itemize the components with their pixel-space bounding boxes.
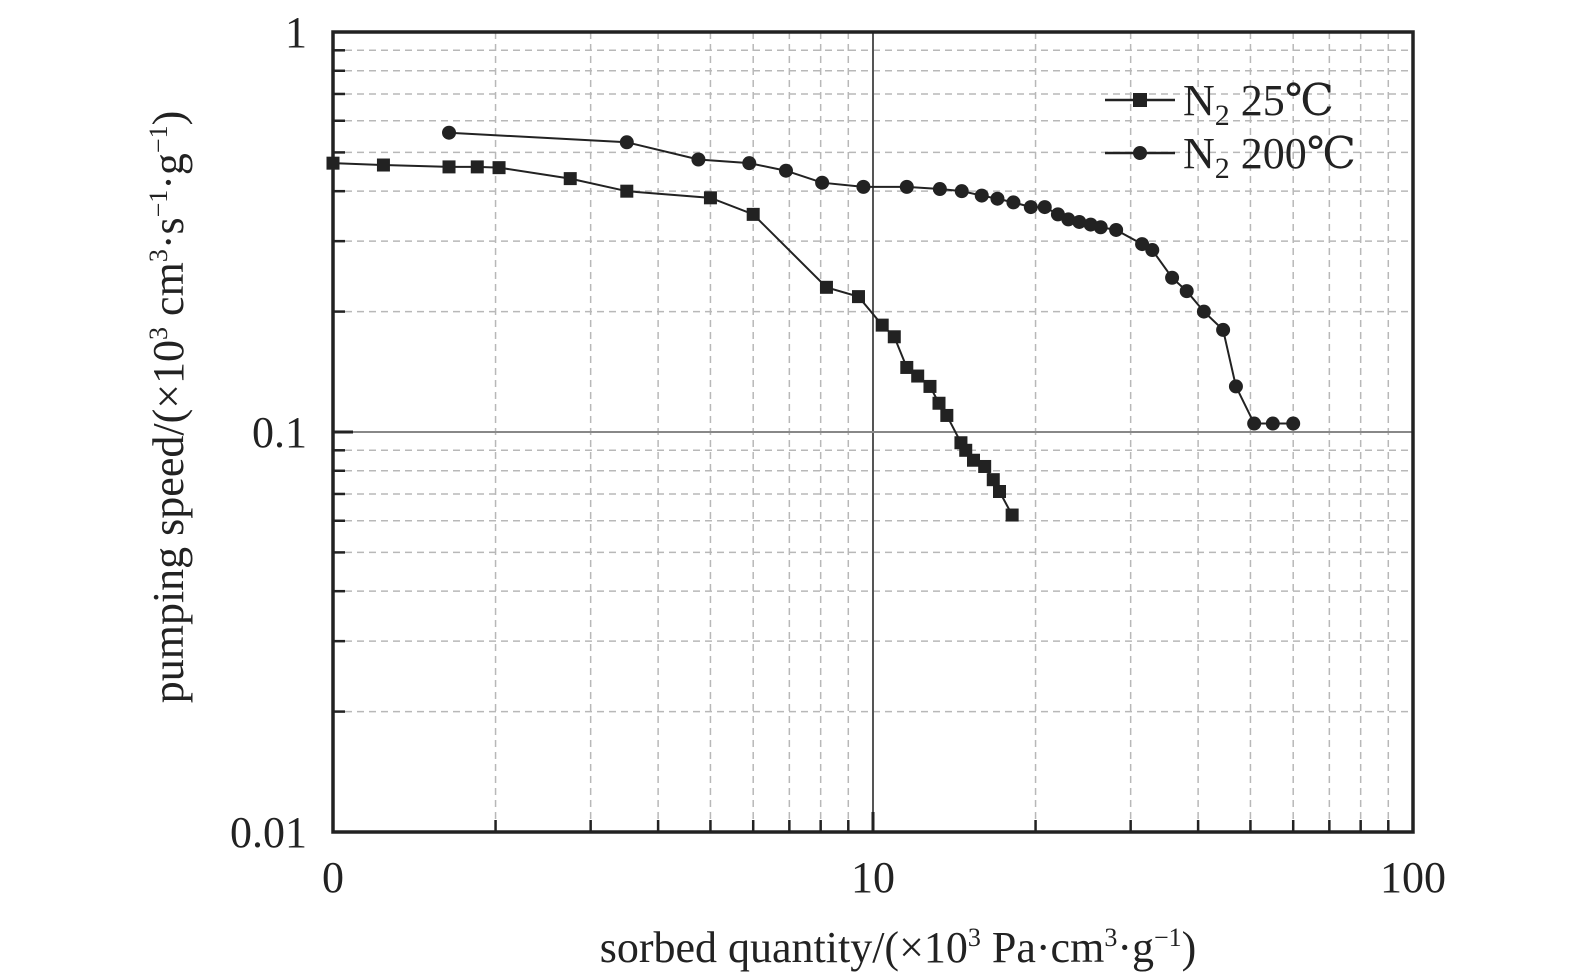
data-point-circle	[1093, 220, 1108, 235]
data-point-circle	[742, 156, 757, 171]
y-tick-label: 0.1	[252, 408, 307, 457]
legend-item-n2-200c: N2 200℃	[1105, 129, 1356, 185]
data-point-square	[703, 191, 717, 205]
legend-label-n2-200c: N2 200℃	[1183, 129, 1356, 185]
x-axis-label: sorbed quantity/(×103 Pa·cm3·g−1)	[600, 923, 1197, 972]
data-point-square	[620, 184, 634, 198]
data-point-square	[923, 379, 937, 393]
data-point-circle	[856, 179, 871, 194]
legend-item-n2-25c: N2 25℃	[1105, 76, 1334, 132]
data-point-square	[470, 160, 484, 174]
data-point-circle	[1037, 200, 1052, 215]
data-point-circle	[1006, 195, 1021, 210]
data-point-square	[563, 172, 577, 186]
x-tick-label: 10	[851, 853, 895, 902]
data-point-square	[986, 473, 1000, 487]
data-point-circle	[899, 179, 914, 194]
data-point-square	[900, 360, 914, 374]
x-tick-label: 0	[322, 853, 344, 902]
data-point-square	[492, 161, 506, 175]
data-point-circle	[954, 184, 969, 199]
y-tick-label: 0.01	[230, 808, 307, 857]
data-point-square	[993, 484, 1007, 498]
data-point-circle	[778, 163, 793, 178]
data-point-circle	[691, 152, 706, 167]
series-layer	[326, 125, 1301, 522]
data-point-circle	[1216, 322, 1231, 337]
data-point-square	[966, 453, 980, 467]
data-point-circle	[1265, 416, 1280, 431]
data-point-circle	[442, 125, 457, 140]
data-point-circle	[1050, 207, 1065, 222]
data-point-square	[940, 408, 954, 422]
data-point-circle	[1072, 214, 1087, 229]
data-point-square	[851, 290, 865, 304]
data-point-circle	[1247, 416, 1262, 431]
data-point-square	[959, 443, 973, 457]
data-point-circle	[619, 135, 634, 150]
data-point-circle	[990, 191, 1005, 206]
data-point-circle	[1023, 200, 1038, 215]
legend-circle-marker	[1133, 146, 1147, 160]
data-point-square	[875, 318, 889, 332]
legend-square-marker	[1133, 93, 1147, 107]
y-tick-label: 1	[285, 8, 307, 57]
data-point-circle	[1286, 416, 1301, 431]
data-point-circle	[932, 182, 947, 197]
x-tick-label: 100	[1380, 853, 1446, 902]
series-line	[332, 162, 1014, 516]
series-1	[442, 125, 1301, 431]
data-point-circle	[974, 188, 989, 203]
legend: N2 25℃ N2 200℃	[1105, 76, 1356, 185]
axis-ticks	[331, 30, 1415, 834]
data-point-square	[887, 330, 901, 344]
data-point-circle	[1165, 270, 1180, 285]
data-point-square	[746, 207, 760, 221]
data-point-circle	[1109, 222, 1124, 237]
legend-label-n2-25c: N2 25℃	[1183, 76, 1334, 132]
data-point-square	[932, 396, 946, 410]
data-point-circle	[1179, 284, 1194, 299]
y-axis-label: pumping speed/(×103 cm3·s−1·g−1)	[144, 111, 193, 704]
data-point-square	[819, 280, 833, 294]
data-point-circle	[1196, 304, 1211, 319]
tick-labels: 0 10 100 1 0.1 0.01	[230, 8, 1446, 902]
reference-lines	[333, 32, 1413, 832]
series-0	[326, 156, 1019, 522]
data-point-square	[978, 459, 992, 473]
data-point-square	[911, 369, 925, 383]
data-point-circle	[1145, 243, 1160, 258]
data-point-circle	[1135, 237, 1150, 252]
data-point-square	[442, 160, 456, 174]
data-point-circle	[1061, 212, 1076, 227]
data-point-square	[1005, 508, 1019, 522]
data-point-square	[376, 158, 390, 172]
data-point-circle	[1228, 379, 1243, 394]
data-point-circle	[815, 175, 830, 190]
